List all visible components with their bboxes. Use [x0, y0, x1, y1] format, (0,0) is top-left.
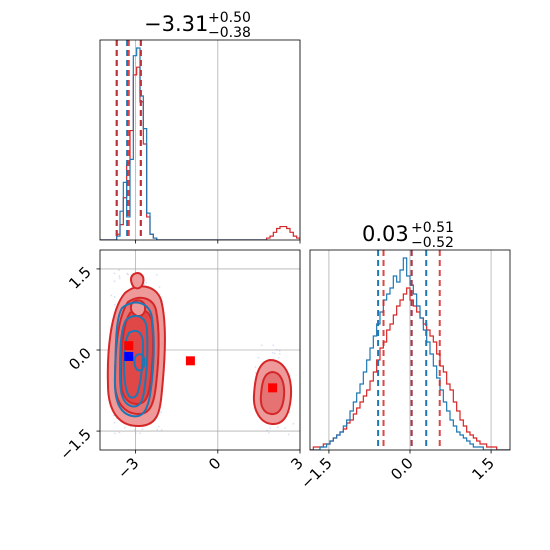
series-a-contours — [113, 301, 155, 418]
param2-quantile-lines — [377, 250, 441, 450]
truth-marker — [268, 383, 278, 393]
scatter-point — [118, 431, 121, 434]
scatter-point — [287, 433, 290, 436]
joint-x-tick-label: −3 — [114, 454, 142, 482]
param1-title: −3.31 +0.50 −0.38 — [144, 10, 251, 41]
scatter-point — [141, 428, 144, 431]
scatter-point — [118, 277, 121, 280]
param1-quantile-lines — [115, 40, 142, 240]
param2-title-median: 0.03 — [362, 222, 409, 246]
param2-title-lower: −0.52 — [411, 235, 454, 251]
scatter-point — [118, 269, 120, 271]
param2-title-upper: +0.51 — [411, 220, 454, 236]
joint-y-tick-label: 1.5 — [65, 263, 95, 293]
scatter-point — [113, 303, 116, 306]
truth-marker — [124, 351, 134, 361]
scatter-point — [271, 351, 274, 354]
param1-histograms — [100, 47, 300, 240]
scatter-point — [277, 357, 280, 359]
scatter-point — [269, 427, 271, 429]
param2-hist-series-a — [310, 257, 510, 450]
joint-y-tick-label: 0.0 — [65, 344, 95, 374]
scatter-point — [257, 356, 260, 359]
param1-title-upper: +0.50 — [208, 10, 251, 26]
param1-hist-series-b — [100, 66, 300, 240]
scatter-point — [134, 432, 137, 435]
scatter-point — [160, 429, 163, 431]
scatter-point — [273, 352, 276, 355]
param2-histogram-panel: −1.5 0.0 1.5 — [297, 249, 511, 493]
scatter-point — [156, 428, 159, 431]
scatter-point — [113, 296, 116, 298]
param2-title: 0.03 +0.51 −0.52 — [362, 220, 454, 251]
scatter-point — [275, 348, 278, 351]
scatter-point — [157, 425, 160, 428]
joint-contour-panel: −3 0 3 −1.5 0.0 1.5 — [56, 249, 307, 482]
scatter-point — [114, 432, 116, 435]
param2-tick-label: 0.0 — [387, 454, 417, 484]
scatter-point — [155, 273, 158, 276]
param2-histograms — [310, 257, 510, 450]
truth-markers — [124, 341, 278, 393]
scatter-point — [278, 349, 281, 352]
scatter-point — [292, 422, 295, 425]
param2-ticks: −1.5 0.0 1.5 — [297, 450, 498, 493]
scatter-point — [278, 353, 281, 355]
param2-hist-series-b — [310, 287, 510, 450]
truth-marker — [185, 356, 195, 366]
param2-tick-label: −1.5 — [297, 454, 335, 492]
param1-hist-series-a — [100, 47, 267, 240]
scatter-point — [284, 427, 287, 430]
param1-title-median: −3.31 — [144, 12, 208, 36]
scatter-point — [134, 428, 137, 431]
scatter-point — [113, 421, 116, 424]
joint-x-tick-label: 3 — [287, 454, 306, 473]
scatter-point — [123, 426, 126, 429]
joint-y-tick-label: −1.5 — [56, 425, 94, 463]
joint-x-tick-label: 0 — [205, 454, 224, 473]
param1-frame — [99, 39, 301, 241]
scatter-point — [158, 286, 161, 289]
param1-ticks — [135, 240, 301, 244]
scatter-point — [113, 280, 116, 283]
scatter-point — [143, 283, 146, 286]
scatter-point — [118, 275, 121, 278]
scatter-point — [126, 272, 129, 275]
param1-histogram-panel — [99, 39, 301, 244]
param2-tick-label: 1.5 — [468, 454, 498, 484]
scatter-point — [254, 366, 257, 368]
scatter-point — [268, 432, 270, 434]
scatter-point — [160, 411, 162, 413]
scatter-point — [113, 272, 116, 275]
scatter-point — [260, 344, 263, 347]
scatter-point — [139, 432, 141, 435]
scatter-point — [254, 372, 257, 374]
scatter-point — [272, 344, 275, 347]
scatter-point — [266, 429, 268, 432]
scatter-point — [110, 294, 113, 297]
param1-title-lower: −0.38 — [208, 25, 251, 41]
truth-marker — [124, 341, 134, 351]
scatter-point — [127, 273, 130, 276]
scatter-point — [145, 281, 148, 284]
scatter-point — [289, 375, 292, 377]
scatter-point — [276, 426, 279, 429]
